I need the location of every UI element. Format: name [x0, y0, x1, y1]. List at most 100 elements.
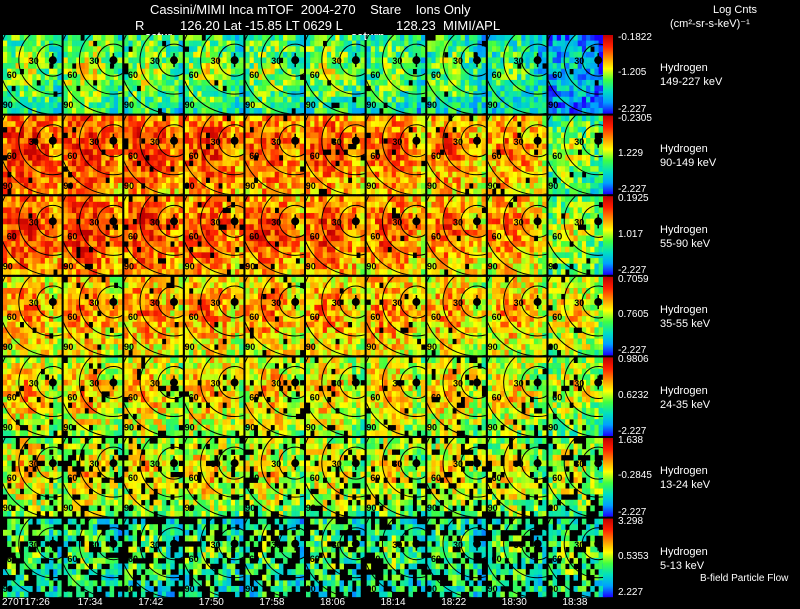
- location-readout: 126.20 Lat -15.85 LT 0629 L: [180, 18, 343, 33]
- energy-range: 149-227 keV: [660, 76, 723, 89]
- time-tick-label: 17:50: [198, 597, 224, 608]
- contour-label: 90: [548, 342, 558, 352]
- contour-label: 90: [488, 342, 498, 352]
- image-cell: 30 60 90: [366, 35, 426, 114]
- image-cell: 30 60 90: [487, 35, 547, 114]
- contour-label: 30: [271, 56, 281, 66]
- image-cell: 30 60 90: [184, 357, 244, 436]
- image-cell: 30 60 90: [366, 115, 426, 195]
- species-label: Hydrogen 24-35 keV: [660, 384, 710, 412]
- plot-title: Cassini/MIMI Inca mTOF 2004-270 Stare Io…: [150, 2, 471, 17]
- contour-label: 90: [306, 100, 316, 110]
- contour-label: 30: [574, 540, 584, 550]
- contour-label: 30: [150, 540, 160, 550]
- contour-label: 30: [150, 379, 160, 389]
- contour-label: 90: [306, 503, 316, 513]
- contour-label: 60: [128, 393, 138, 403]
- contour-label: 90: [124, 503, 134, 513]
- contour-label: 30: [271, 217, 281, 227]
- contour-label: 30: [271, 298, 281, 308]
- contour-label: 60: [189, 473, 199, 483]
- image-cell: 30 60 90: [184, 518, 244, 598]
- species-label: Hydrogen 13-24 keV: [660, 464, 710, 492]
- image-cell: 30 60 90: [63, 35, 123, 114]
- contour-label: 90: [306, 423, 316, 433]
- energy-range: 55-90 keV: [660, 237, 711, 250]
- contour-label: 90: [63, 261, 73, 271]
- contour-label: 60: [492, 151, 502, 161]
- contour-label: 60: [310, 70, 320, 80]
- contour-label: 90: [245, 181, 255, 191]
- image-cell: 30 60 90: [124, 357, 183, 436]
- contour-label: 90: [366, 342, 376, 352]
- colorbar-tick-label: 0.6232: [618, 389, 649, 401]
- image-cell: 30 60 90: [3, 438, 62, 517]
- contour-label: 30: [89, 137, 99, 147]
- colorbar-tick-label: -0.1822: [618, 32, 652, 43]
- contour-label: 30: [211, 459, 221, 469]
- contour-label: 90: [245, 584, 255, 594]
- contour-label: 30: [150, 459, 160, 469]
- image-cell: 30 60 90: [548, 196, 608, 275]
- contour-label: 60: [492, 393, 502, 403]
- contour-label: 30: [453, 298, 463, 308]
- contour-label: 30: [271, 540, 281, 550]
- image-cell: 30 60 90: [245, 357, 304, 436]
- contour-label: 60: [370, 393, 380, 403]
- contour-label: 30: [29, 298, 39, 308]
- contour-label: 90: [245, 503, 255, 513]
- contour-label: 30: [514, 298, 524, 308]
- contour-label: 60: [67, 151, 77, 161]
- contour-label: 60: [249, 70, 259, 80]
- image-cell: 30 60 90: [548, 518, 608, 598]
- image-cell: 30 60 90: [487, 196, 547, 275]
- colorbar-tick-label: -2.227: [618, 103, 647, 115]
- colorbar: [603, 196, 613, 275]
- contour-label: 90: [427, 423, 437, 433]
- energy-range: 13-24 keV: [660, 479, 711, 492]
- contour-label: 30: [29, 217, 39, 227]
- contour-label: 30: [332, 137, 342, 147]
- contour-label: 60: [431, 151, 441, 161]
- contour-label: 60: [370, 231, 380, 241]
- contour-label: 90: [488, 181, 498, 191]
- contour-label: 60: [128, 231, 138, 241]
- contour-label: 30: [271, 137, 281, 147]
- contour-label: 60: [552, 151, 562, 161]
- contour-label: 60: [249, 312, 259, 322]
- contour-label: 90: [306, 181, 316, 191]
- contour-label: 90: [548, 503, 558, 513]
- contour-label: 90: [63, 584, 73, 594]
- contour-label: 90: [245, 342, 255, 352]
- species-label: Hydrogen 149-227 keV: [660, 61, 722, 89]
- image-cell: 30 60 90: [184, 196, 244, 275]
- contour-label: 60: [67, 393, 77, 403]
- contour-label: 60: [552, 70, 562, 80]
- image-cell: 30 60 90: [184, 115, 244, 195]
- contour-label: 60: [431, 312, 441, 322]
- contour-label: 90: [63, 423, 73, 433]
- contour-label: 30: [392, 379, 402, 389]
- image-cell: 30 60 90: [548, 438, 608, 517]
- time-tick-label: 18:38: [562, 597, 588, 608]
- contour-label: 90: [124, 100, 134, 110]
- contour-label: 60: [431, 70, 441, 80]
- contour-label: 90: [366, 584, 376, 594]
- image-cell: 30 60 90: [3, 276, 62, 356]
- image-cell: 30 60 90: [306, 438, 365, 517]
- time-tick-label: 17:34: [77, 597, 103, 608]
- contour-label: 30: [392, 298, 402, 308]
- image-cell: 30 60 90: [63, 357, 123, 436]
- image-cell: 30 60 90: [245, 115, 304, 195]
- location-readout-end: 128.23 MIMI/APL: [396, 18, 501, 33]
- colorbar: [603, 438, 613, 517]
- species-name: Hydrogen: [660, 62, 708, 75]
- contour-label: 30: [29, 540, 39, 550]
- contour-label: 30: [453, 137, 463, 147]
- contour-label: 60: [128, 312, 138, 322]
- contour-label: 90: [124, 261, 134, 271]
- colorbar-tick-label: -1.205: [618, 67, 647, 79]
- contour-label: 60: [128, 554, 138, 564]
- contour-label: 30: [574, 137, 584, 147]
- image-cell: 30 60 90: [548, 115, 608, 195]
